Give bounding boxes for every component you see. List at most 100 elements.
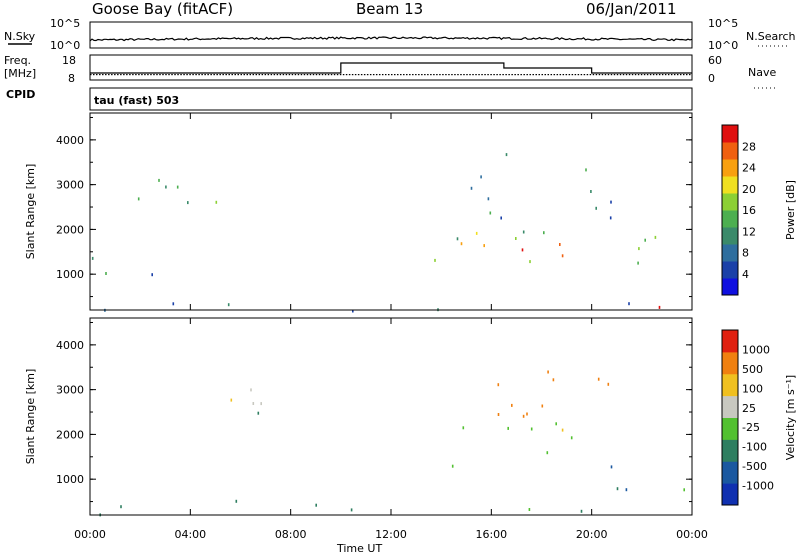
nave-point [526, 74, 528, 76]
nave-point [117, 74, 119, 76]
echo-cell [529, 260, 531, 264]
nave-point [610, 74, 613, 76]
nave-point [345, 74, 348, 76]
nave-point [469, 74, 471, 76]
nave-point [195, 74, 197, 76]
nave-point [360, 74, 363, 76]
nave-point [246, 74, 249, 76]
nave-point [637, 74, 640, 76]
nave-point [255, 74, 258, 76]
nave-point [523, 74, 525, 76]
echo-cell [350, 508, 353, 512]
echo-cell [489, 211, 492, 215]
y-tick-label: 4000 [56, 339, 84, 352]
colorbar-tick-label: 24 [742, 162, 756, 175]
beam-title: Beam 13 [356, 0, 423, 18]
echo-cell [158, 178, 160, 182]
nave-point [646, 74, 649, 76]
nave-point [601, 74, 604, 76]
nave-point [165, 74, 167, 76]
nave-point [460, 74, 462, 76]
colorbar-swatch [722, 373, 738, 397]
nave-point [415, 74, 417, 76]
echo-cell [187, 201, 189, 205]
colorbar-tick-label: 20 [742, 183, 756, 196]
nave-point [369, 74, 372, 76]
nave-point [679, 74, 682, 76]
echo-cell [120, 505, 122, 509]
date-title: 06/Jan/2011 [586, 0, 677, 18]
nave-point [183, 74, 185, 76]
cpid-value: tau (fast) 503 [94, 94, 179, 107]
echo-cell [235, 499, 238, 503]
nave-point [156, 74, 158, 76]
nave-point [658, 74, 661, 76]
power-panel: 1000 2000 3000 4000 Slant Range [km] [24, 112, 693, 313]
nave-point [291, 74, 294, 76]
nave-point [427, 74, 429, 76]
nave-point [562, 74, 565, 76]
nave-point [622, 74, 625, 76]
freq-tick-bottom: 8 [68, 72, 75, 85]
nave-point [607, 74, 610, 76]
freq-step-line [90, 62, 692, 74]
colorbar-label: Power [dB] [784, 180, 797, 240]
echo-cell [570, 436, 573, 440]
echo-cell [555, 422, 557, 426]
nave-point [568, 74, 571, 76]
y-tick-label: 1000 [56, 473, 84, 486]
nsky-label: N.Sky [4, 30, 36, 43]
nave-point [655, 74, 658, 76]
colorbar-swatch [722, 439, 738, 462]
nave-point [472, 74, 474, 76]
nave-point [273, 74, 276, 76]
nave-point [171, 74, 173, 76]
nave-label: Nave [748, 66, 776, 79]
nave-point [159, 74, 161, 76]
echo-cell [609, 216, 612, 220]
nave-point [216, 74, 218, 76]
colorbar-tick-label: 8 [742, 247, 749, 260]
nave-point [616, 74, 619, 76]
nave-point [237, 74, 239, 76]
nave-point [330, 74, 333, 76]
panel-frame [89, 317, 693, 516]
nave-point [327, 74, 330, 76]
nave-point [508, 74, 510, 76]
cpid-label: CPID [6, 88, 35, 101]
nave-point [93, 74, 95, 76]
noise-right-tick-top: 10^5 [708, 17, 738, 30]
nave-point [267, 74, 270, 76]
colorbar-tick-label: -25 [742, 421, 760, 434]
echo-cell [561, 428, 564, 432]
nave-point [240, 74, 242, 76]
nave-point [487, 74, 489, 76]
nave-point [312, 74, 315, 76]
x-tick-label: 00:00 [676, 528, 708, 541]
echo-cell [137, 197, 140, 201]
echo-cell [585, 168, 587, 172]
colorbar-swatch [722, 159, 738, 177]
echo-cell [151, 273, 153, 277]
nave-point [336, 74, 339, 76]
echo-cell [610, 200, 612, 204]
nave-point [475, 74, 477, 76]
nave-point [634, 74, 637, 76]
nave-point [670, 74, 673, 76]
nsky-trace [89, 36, 693, 42]
echo-cell [597, 377, 600, 381]
colorbar-swatch [722, 227, 738, 245]
nave-point [571, 74, 574, 76]
colorbar-tick-label: -100 [742, 441, 767, 454]
echo-cell [546, 451, 549, 455]
nave-point [457, 74, 459, 76]
echo-cell [172, 302, 175, 306]
nave-point [649, 74, 652, 76]
nave-point [99, 74, 101, 76]
nave-point [192, 74, 194, 76]
echo-cell [658, 305, 661, 309]
echo-cell [497, 383, 500, 387]
nave-point [478, 74, 480, 76]
nave-point [213, 74, 215, 76]
